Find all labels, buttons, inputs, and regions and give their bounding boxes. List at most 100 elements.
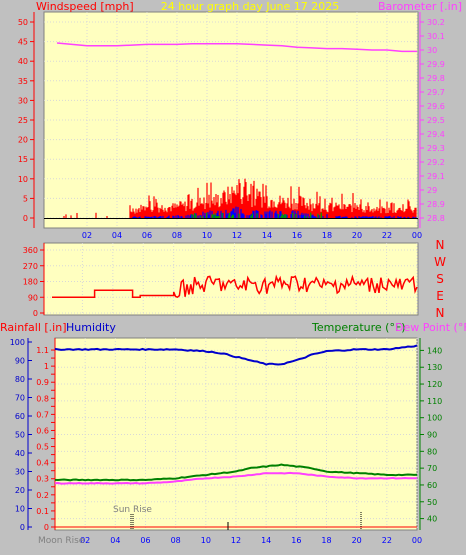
rain-tick-label: 0.6: [36, 426, 49, 435]
temperature-tick-label: 50: [427, 498, 437, 507]
climate-x-axis: 02 04 06 08 10 12 14 16 18 20 22 00: [80, 536, 422, 545]
climate-x-tick-label: 14: [261, 536, 271, 545]
wind-label: Windspeed [mph]: [36, 0, 134, 13]
wind-tick-label: 10: [18, 175, 28, 184]
rain-tick-label: 0.2: [36, 491, 49, 500]
temperature-tick-label: 110: [427, 397, 442, 406]
humidity-axis: 0 10 20 30 40 50 60 70 80 90 100: [10, 338, 32, 532]
baro-tick-label: 29.7: [427, 88, 445, 97]
compass-label: E: [436, 289, 444, 303]
climate-x-tick-label: 12: [231, 536, 241, 545]
temperature-tick-label: 80: [427, 447, 437, 456]
baro-tick-label: 30.1: [427, 32, 445, 41]
barometer-label: Barometer [.in]: [378, 0, 462, 13]
wind-tick-label: 20: [18, 136, 28, 145]
wind-tick-label: 5: [23, 194, 28, 203]
wind-x-axis: 02 04 06 08 10 12 14 16 18 20 22 00: [82, 231, 422, 240]
rain-tick-label: 0.3: [36, 475, 49, 484]
climate-x-tick-label: 16: [291, 536, 301, 545]
wind-x-tick-label: 14: [262, 231, 272, 240]
climate-x-tick-label: 04: [110, 536, 120, 545]
baro-tick-label: 29.9: [427, 60, 445, 69]
temperature-tick-label: 70: [427, 464, 437, 473]
climate-x-tick-label: 22: [382, 536, 392, 545]
baro-tick-label: 29.3: [427, 144, 445, 153]
baro-tick-label: 28.9: [427, 200, 445, 209]
wind-x-tick-label: 06: [142, 231, 152, 240]
compass-label: W: [434, 255, 446, 269]
wind-x-tick-label: 02: [82, 231, 92, 240]
temperature-tick-label: 120: [427, 380, 442, 389]
temperature-tick-label: 140: [427, 346, 442, 355]
wind-series: [63, 178, 417, 218]
barometer-axis: 28.8 28.9 29 29.1 29.2 29.3 29.4 29.5 29.6 29.7 29…: [419, 12, 445, 228]
humidity-tick-label: 20: [15, 486, 25, 495]
climate-x-tick-label: 18: [321, 536, 331, 545]
compass-label: N: [436, 306, 445, 320]
rain-label: Rainfall [.in]: [0, 321, 67, 334]
rain-tick-label: 1: [44, 362, 49, 371]
direction-tick-label: 0: [33, 309, 38, 318]
humidity-tick-label: 60: [15, 412, 25, 421]
wind-x-tick-label: 04: [112, 231, 122, 240]
wind-axis: 0 5 10 15 20 25 30 35 40 45 50: [18, 12, 35, 228]
direction-line: [52, 274, 418, 299]
baro-tick-label: 29: [427, 186, 437, 195]
rain-tick-label: 0.4: [36, 459, 49, 468]
temperature-tick-label: 130: [427, 363, 442, 372]
rain-tick-label: 0.9: [36, 378, 49, 387]
wind-x-tick-label: 10: [202, 231, 212, 240]
sun-rise-label: Sun Rise: [113, 505, 152, 515]
rain-tick-label: 0.5: [36, 443, 49, 452]
dew-point-label: Dew Point (°F): [395, 321, 466, 334]
direction-tick-label: 360: [23, 246, 38, 255]
baro-tick-label: 30.2: [427, 18, 445, 27]
wind-tick-label: 30: [18, 96, 28, 105]
wind-tick-label: 40: [18, 57, 28, 66]
humidity-tick-label: 10: [15, 505, 25, 514]
rain-tick-label: 0.8: [36, 394, 49, 403]
rain-tick-label: 0: [44, 523, 49, 532]
climate-grid: [55, 338, 418, 530]
wind-x-tick-label: 22: [382, 231, 392, 240]
climate-x-tick-label: 08: [171, 536, 181, 545]
humidity-tick-label: 90: [15, 357, 25, 366]
humidity-tick-label: 0: [20, 523, 25, 532]
humidity-tick-label: 80: [15, 375, 25, 384]
climate-x-tick-label: 00: [412, 536, 422, 545]
moon-rise-label: Moon Rise: [38, 536, 85, 546]
temperature-tick-label: 100: [427, 414, 442, 423]
humidity-label: Humidity: [66, 321, 116, 334]
rain-tick-label: 0.7: [36, 410, 49, 419]
wind-tick-label: 45: [18, 38, 28, 47]
baro-tick-label: 29.4: [427, 130, 445, 139]
direction-tick-label: 270: [23, 262, 38, 271]
climate-x-tick-label: 02: [80, 536, 90, 545]
wind-x-tick-label: 00: [412, 231, 422, 240]
baro-tick-label: 29.2: [427, 158, 445, 167]
humidity-line: [54, 344, 418, 366]
direction-tick-label: 180: [23, 278, 38, 287]
humidity-tick-label: 50: [15, 431, 25, 440]
compass-label: N: [436, 238, 445, 252]
temperature-tick-label: 60: [427, 481, 437, 490]
humidity-tick-label: 40: [15, 449, 25, 458]
baro-tick-label: 30: [427, 46, 437, 55]
wind-x-tick-label: 20: [352, 231, 362, 240]
climate-x-tick-label: 10: [201, 536, 211, 545]
humidity-tick-label: 100: [10, 338, 25, 347]
temperature-line: [54, 463, 418, 482]
humidity-tick-label: 30: [15, 468, 25, 477]
wind-x-tick-label: 12: [232, 231, 242, 240]
wind-tick-label: 15: [18, 155, 28, 164]
climate-x-tick-label: 20: [352, 536, 362, 545]
wind-tick-label: 0: [23, 214, 28, 223]
temperature-label: Temperature (°F): [311, 321, 406, 334]
direction-axis: 360 270 180 90 0: [23, 243, 45, 318]
rain-tick-label: 1.1: [36, 346, 49, 355]
wind-tick-label: 25: [18, 116, 28, 125]
direction-tick-label: 90: [28, 293, 38, 302]
